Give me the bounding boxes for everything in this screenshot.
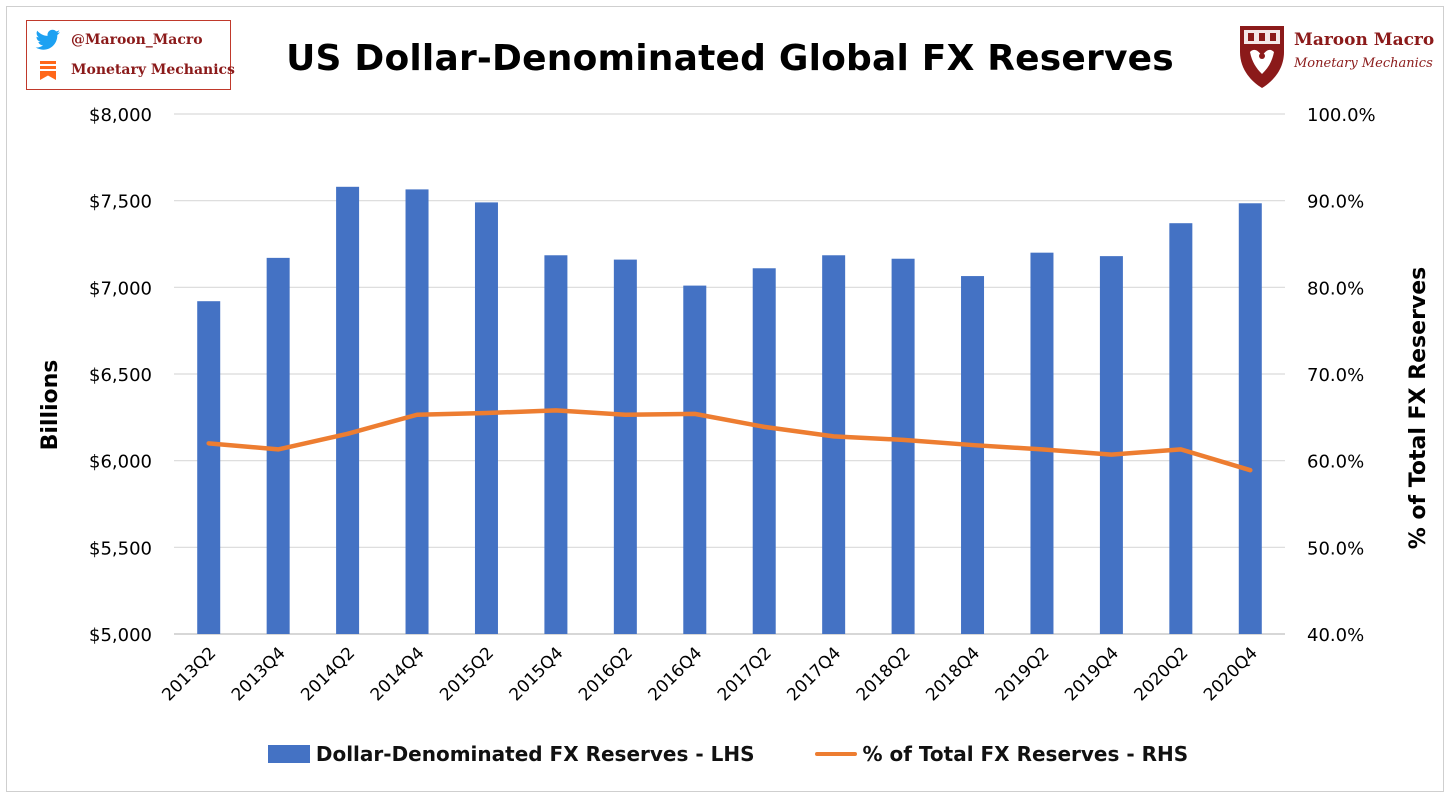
- bar: [474, 202, 498, 634]
- right-tick-label: 70.0%: [1307, 365, 1364, 386]
- x-tick-label: 2016Q4: [644, 643, 706, 705]
- left-tick-label: $7,500: [89, 192, 152, 213]
- x-tick-label: 2019Q4: [1061, 643, 1123, 705]
- crest-icon: [1240, 26, 1284, 88]
- left-tick-label: $5,500: [89, 538, 152, 559]
- right-tick-label: 50.0%: [1307, 538, 1364, 559]
- social-badge: @Maroon_Macro Monetary Mechanics: [26, 20, 235, 90]
- bar: [1030, 252, 1054, 634]
- chart-title: US Dollar-Denominated Global FX Reserves: [286, 38, 1174, 79]
- right-tick-label: 90.0%: [1307, 192, 1364, 213]
- bar: [336, 186, 360, 635]
- legend-swatch-line: [814, 752, 857, 756]
- gridlines: [174, 113, 1285, 635]
- legend-item-line[interactable]: % of Total FX Reserves - RHS: [814, 742, 1189, 766]
- bar: [1238, 203, 1262, 634]
- x-tick-label: 2020Q2: [1131, 643, 1193, 705]
- x-tick-label: 2016Q2: [575, 643, 637, 705]
- maroon-macro-logo: Maroon Macro Monetary Mechanics: [1236, 22, 1446, 92]
- legend-label-bars: Dollar-Denominated FX Reserves - LHS: [315, 742, 755, 766]
- right-tick-label: 40.0%: [1307, 625, 1364, 646]
- left-tick-label: $5,000: [89, 625, 152, 646]
- bar: [1169, 223, 1193, 634]
- bar: [752, 268, 776, 634]
- bar: [891, 258, 915, 634]
- x-tick-label: 2013Q2: [158, 643, 220, 705]
- x-tick-label: 2018Q4: [922, 643, 984, 705]
- bar: [197, 301, 221, 634]
- x-tick-label: 2018Q2: [853, 643, 915, 705]
- legend-swatch-bar: [267, 745, 310, 763]
- twitter-handle[interactable]: @Maroon_Macro: [71, 32, 203, 48]
- bar: [613, 259, 637, 634]
- left-tick-label: $7,000: [89, 278, 152, 299]
- x-tick-label: 2017Q4: [783, 643, 845, 705]
- bar: [961, 276, 985, 634]
- x-tick-label: 2014Q2: [297, 643, 359, 705]
- x-tick-label: 2013Q4: [228, 643, 290, 705]
- x-tick-label: 2017Q2: [714, 643, 776, 705]
- logo-name: Maroon Macro: [1294, 30, 1435, 50]
- logo-tagline: Monetary Mechanics: [1294, 56, 1433, 71]
- left-axis-label: Billions: [38, 360, 63, 451]
- bar: [683, 285, 707, 634]
- line-series: [206, 408, 1253, 473]
- x-tick-label: 2019Q2: [992, 643, 1054, 705]
- left-tick-label: $6,500: [89, 365, 152, 386]
- right-tick-label: 80.0%: [1307, 278, 1364, 299]
- right-axis-label: % of Total FX Reserves: [1406, 267, 1431, 550]
- bar: [544, 255, 568, 634]
- x-tick-label: 2014Q4: [367, 643, 429, 705]
- substack-icon: [40, 61, 56, 80]
- substack-row: Monetary Mechanics: [35, 59, 235, 81]
- twitter-row: @Maroon_Macro: [35, 29, 203, 51]
- right-tick-label: 100.0%: [1307, 105, 1376, 126]
- x-tick-label: 2015Q2: [436, 643, 498, 705]
- bar: [266, 257, 290, 634]
- bar: [822, 255, 846, 634]
- twitter-bird-icon: [35, 29, 60, 50]
- bar-series: [197, 186, 1262, 635]
- chart-frame: [6, 6, 1444, 792]
- right-axis-ticks: 40.0% 50.0% 60.0% 70.0% 80.0% 90.0% 100.0%: [1307, 105, 1376, 646]
- bar: [405, 189, 429, 634]
- legend-label-line: % of Total FX Reserves - RHS: [862, 742, 1189, 766]
- chart-legend: Dollar-Denominated FX Reserves - LHS % o…: [0, 742, 1456, 766]
- legend-item-bars[interactable]: Dollar-Denominated FX Reserves - LHS: [267, 742, 755, 766]
- left-tick-label: $6,000: [89, 452, 152, 473]
- bar: [1099, 256, 1123, 634]
- left-tick-label: $8,000: [89, 105, 152, 126]
- right-tick-label: 60.0%: [1307, 452, 1364, 473]
- substack-name[interactable]: Monetary Mechanics: [71, 62, 235, 78]
- left-axis-ticks: $5,000 $5,500 $6,000 $6,500 $7,000 $7,500 $8,0…: [89, 105, 152, 646]
- x-axis-ticks: 2013Q2 2013Q4 2014Q2 2014Q4 2015Q2 2015Q4 2016…: [158, 643, 1261, 705]
- series-line: [206, 408, 1253, 473]
- x-tick-label: 2015Q4: [506, 643, 568, 705]
- x-tick-label: 2020Q4: [1200, 643, 1262, 705]
